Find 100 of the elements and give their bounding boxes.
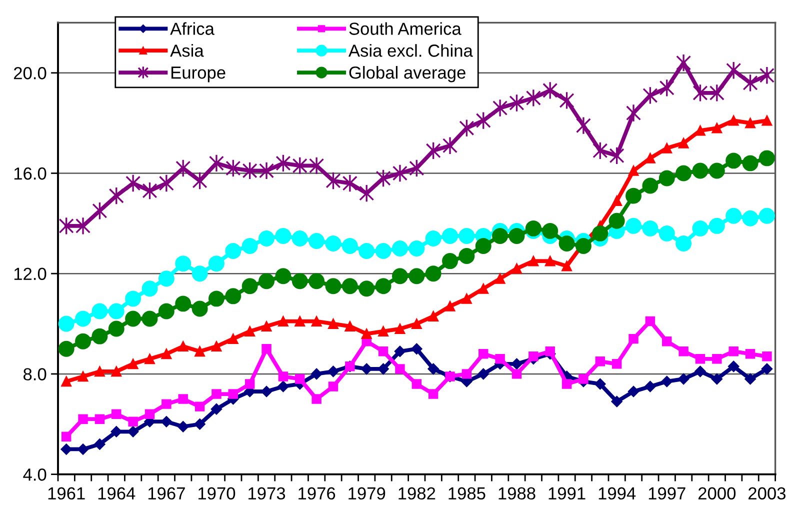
point: [378, 346, 388, 356]
point: [158, 174, 174, 192]
point: [659, 78, 674, 98]
point: [394, 324, 406, 334]
point: [758, 208, 775, 224]
point: [458, 228, 475, 244]
point: [259, 162, 274, 180]
point: [426, 141, 441, 160]
point: [411, 318, 422, 329]
y-tick-label: 4.0: [23, 468, 46, 481]
point: [478, 368, 489, 380]
point: [692, 162, 708, 179]
point: [378, 326, 388, 336]
point: [662, 142, 672, 154]
point: [408, 268, 425, 284]
point: [228, 334, 238, 344]
point: [726, 208, 742, 224]
point: [160, 416, 172, 428]
point: [78, 414, 88, 424]
point: [395, 364, 405, 374]
point: [709, 84, 724, 102]
point: [376, 169, 391, 188]
point: [642, 178, 658, 194]
point: [645, 316, 656, 326]
point: [462, 369, 472, 379]
point: [225, 243, 242, 259]
point: [276, 154, 291, 172]
x-tick-label: 1961: [48, 487, 85, 500]
point: [292, 156, 308, 175]
legend-label: Africa: [170, 22, 214, 35]
point: [178, 394, 188, 404]
point: [461, 293, 472, 304]
point: [592, 141, 608, 160]
point: [144, 354, 155, 364]
point: [475, 238, 492, 254]
point: [261, 321, 272, 332]
point: [442, 136, 458, 155]
point: [359, 184, 374, 202]
point: [459, 118, 474, 138]
x-tick-label: 1994: [598, 487, 636, 500]
legend-label: Europe: [171, 66, 226, 82]
point: [126, 174, 141, 192]
point: [711, 373, 723, 385]
point: [308, 232, 325, 249]
point: [495, 354, 505, 364]
point: [358, 280, 375, 297]
point: [695, 125, 706, 136]
point: [678, 346, 688, 356]
point: [728, 360, 740, 372]
point: [60, 444, 72, 455]
y-tick-label: 20.0: [14, 67, 46, 80]
point: [225, 288, 242, 304]
point: [712, 354, 722, 364]
point: [142, 280, 158, 297]
x-tick-label: 1979: [348, 487, 386, 500]
point: [258, 273, 275, 290]
x-tick-label: 1973: [248, 487, 286, 500]
point: [428, 311, 439, 322]
point: [242, 162, 258, 180]
point: [75, 333, 92, 350]
point: [658, 225, 675, 242]
point: [712, 122, 722, 134]
point: [412, 379, 422, 389]
legend-label: Global average: [349, 66, 466, 82]
point: [58, 316, 74, 332]
point: [428, 363, 439, 375]
point: [678, 373, 690, 385]
point: [162, 399, 172, 409]
point: [575, 238, 592, 254]
point: [562, 379, 572, 389]
point: [392, 268, 408, 284]
point: [58, 216, 74, 236]
point: [526, 88, 541, 108]
point: [192, 266, 208, 282]
point: [425, 230, 442, 246]
point: [658, 170, 675, 186]
point: [111, 366, 122, 377]
point: [108, 303, 124, 320]
point: [278, 380, 289, 392]
point: [542, 222, 558, 239]
point: [78, 371, 88, 382]
point: [612, 359, 622, 369]
x-tick-label: 1964: [98, 487, 136, 500]
point: [242, 238, 258, 254]
point: [695, 354, 706, 364]
point: [694, 366, 706, 378]
point: [742, 155, 758, 172]
point: [626, 218, 642, 234]
point: [512, 263, 522, 274]
point: [542, 81, 558, 100]
point: [578, 374, 588, 384]
point: [411, 343, 422, 354]
point: [728, 115, 739, 126]
point: [612, 196, 622, 206]
point: [594, 378, 606, 390]
point: [644, 152, 656, 164]
point: [692, 220, 708, 236]
point: [609, 146, 624, 165]
point: [726, 152, 742, 169]
point: [545, 346, 555, 356]
